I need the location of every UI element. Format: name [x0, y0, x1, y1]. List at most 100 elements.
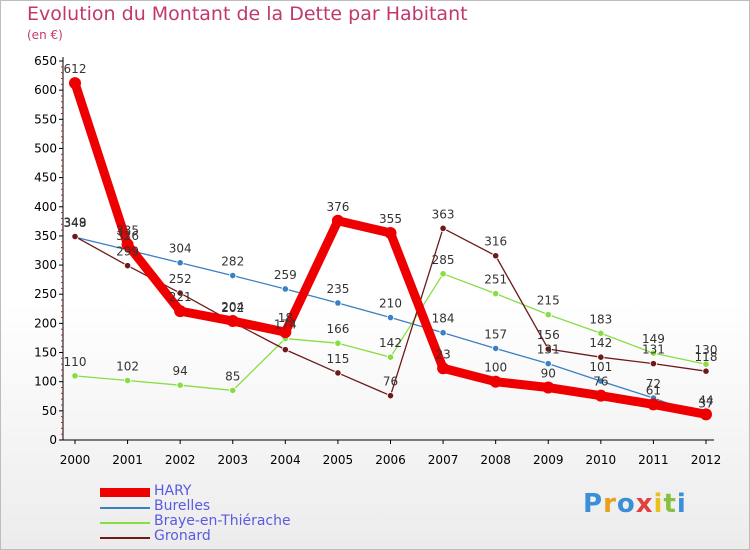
- x-tick-label: 2004: [270, 453, 301, 467]
- data-label: 210: [379, 297, 402, 311]
- legend-label-burelles: Burelles: [154, 498, 211, 514]
- data-label: 184: [432, 312, 455, 326]
- y-tick-label: 250: [34, 287, 57, 301]
- data-point: [492, 252, 500, 260]
- data-point: [174, 305, 187, 318]
- data-point: [176, 381, 184, 389]
- data-point: [331, 214, 344, 227]
- y-tick-label: 100: [34, 375, 57, 389]
- data-label: 118: [695, 350, 718, 364]
- data-label: 142: [379, 336, 402, 350]
- data-label: 72: [646, 377, 661, 391]
- data-label: 335: [116, 224, 139, 238]
- data-label: 149: [642, 332, 665, 346]
- data-point: [544, 345, 552, 353]
- data-label: 37: [698, 396, 713, 410]
- chart-subtitle: (en €): [27, 28, 63, 42]
- x-tick-label: 2002: [165, 453, 196, 467]
- data-label: 102: [116, 360, 139, 374]
- data-label: 355: [379, 212, 402, 226]
- data-point: [702, 367, 710, 375]
- data-point: [69, 77, 81, 90]
- data-point: [386, 313, 395, 322]
- data-label: 349: [64, 216, 87, 230]
- data-point: [700, 408, 712, 421]
- y-tick-label: 150: [34, 346, 57, 360]
- y-tick-label: 0: [49, 433, 57, 447]
- data-point: [649, 360, 658, 368]
- data-label: 100: [484, 361, 507, 375]
- y-tick-label: 350: [34, 229, 57, 243]
- x-tick-label: 2008: [480, 453, 511, 467]
- data-point: [542, 381, 555, 394]
- data-label: 23: [435, 347, 450, 361]
- data-point: [702, 360, 710, 368]
- data-label: 131: [537, 343, 560, 357]
- data-label: 299: [116, 245, 139, 259]
- y-tick-label: 300: [34, 258, 57, 272]
- data-label: 235: [326, 282, 349, 296]
- legend-label-gronard: Gronard: [154, 528, 211, 544]
- legend: HARY Burelles Braye-en-Thiérache Gronard: [100, 483, 360, 545]
- x-tick-label: 2001: [112, 453, 143, 467]
- legend-item-gronard: Gronard: [100, 528, 360, 545]
- data-point: [384, 227, 397, 240]
- data-point: [544, 360, 552, 368]
- data-point: [71, 372, 79, 380]
- data-point: [437, 362, 450, 375]
- y-tick-label: 450: [34, 171, 57, 185]
- data-label: 115: [326, 352, 349, 366]
- logo-letter: i: [676, 489, 687, 519]
- data-point: [647, 398, 660, 411]
- data-label: 285: [432, 253, 455, 267]
- x-tick-label: 2007: [428, 453, 459, 467]
- data-point: [279, 326, 292, 339]
- data-point: [123, 376, 132, 385]
- data-point: [281, 285, 289, 293]
- legend-swatch-gronard: [100, 537, 150, 539]
- data-label: 221: [169, 290, 192, 304]
- legend-swatch-hary: [100, 488, 150, 497]
- proxiti-logo: Proxiti: [583, 489, 687, 519]
- data-label: 130: [695, 343, 718, 357]
- data-point: [489, 375, 502, 388]
- x-tick-label: 2009: [533, 453, 564, 467]
- data-label: 326: [116, 229, 139, 243]
- x-tick-label: 2000: [60, 453, 91, 467]
- data-label: 142: [589, 336, 612, 350]
- data-point: [334, 299, 342, 307]
- data-point: [334, 339, 342, 347]
- data-label: 94: [173, 364, 188, 378]
- legend-label-braye: Braye-en-Thiérache: [154, 513, 291, 529]
- data-label: 76: [593, 375, 608, 389]
- data-label: 202: [221, 301, 244, 315]
- data-point: [597, 329, 605, 337]
- y-tick-label: 550: [34, 112, 57, 126]
- data-point: [226, 315, 239, 328]
- data-label: 44: [698, 393, 713, 407]
- logo-letter: t: [663, 489, 677, 519]
- data-point: [597, 377, 605, 385]
- data-label: 215: [537, 294, 560, 308]
- legend-item-burelles: Burelles: [100, 498, 360, 515]
- legend-swatch-burelles: [100, 507, 150, 509]
- data-label: 282: [221, 255, 244, 269]
- data-point: [649, 349, 658, 357]
- data-point: [439, 270, 447, 278]
- data-label: 76: [383, 375, 398, 389]
- data-label: 251: [484, 273, 507, 287]
- data-label: 183: [589, 312, 612, 326]
- data-label: 363: [432, 207, 455, 221]
- data-label: 157: [484, 327, 507, 341]
- data-point: [121, 238, 134, 251]
- data-point: [176, 259, 184, 267]
- data-label: 174: [274, 318, 297, 332]
- logo-letter: r: [603, 489, 617, 519]
- data-point: [176, 289, 184, 297]
- data-point: [492, 344, 500, 353]
- data-label: 252: [169, 272, 192, 286]
- data-point: [439, 224, 447, 232]
- data-label: 166: [326, 322, 349, 336]
